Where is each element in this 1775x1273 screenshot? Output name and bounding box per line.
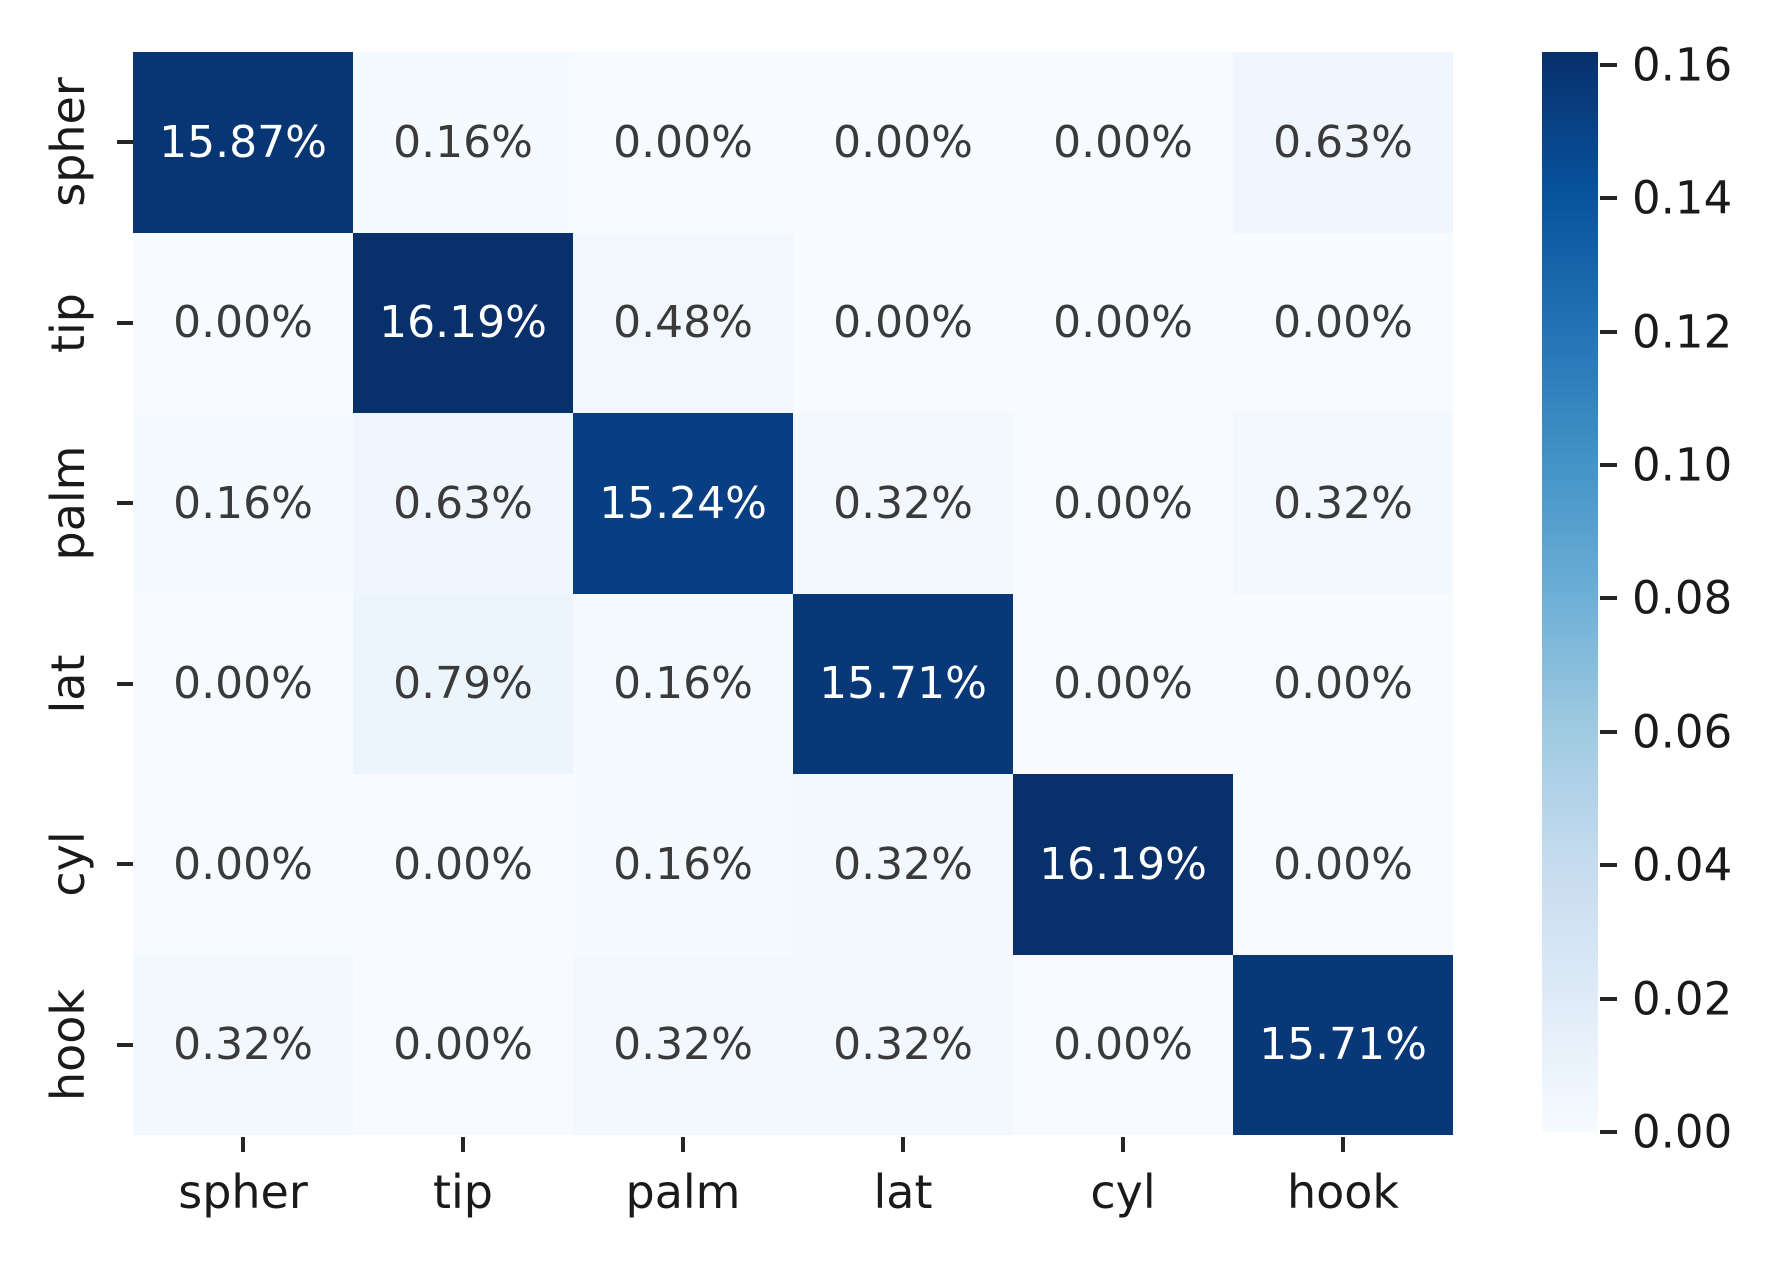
colorbar-tick-0.10 [1600,462,1617,467]
heatmap-cell-palm-palm: 15.24% [573,413,793,594]
heatmap-cell-palm-spher: 0.16% [133,413,353,594]
heatmap-cell-lat-spher: 0.00% [133,593,353,774]
colorbar-tick-0.02 [1600,996,1617,1001]
x-axis-label-spher: spher [178,1165,308,1219]
colorbar-tick-label-0.10: 0.10 [1632,438,1733,492]
y-tick-palm [117,501,133,506]
x-axis-label-palm: palm [625,1165,741,1219]
colorbar-tick-0.08 [1600,596,1617,601]
y-axis-label-palm: palm [41,445,95,561]
x-tick-hook [1341,1137,1345,1152]
colorbar [1542,52,1598,1132]
heatmap-cell-tip-lat: 0.00% [793,232,1013,413]
y-tick-hook [117,1042,133,1047]
heatmap-cell-lat-palm: 0.16% [573,593,793,774]
x-tick-spher [241,1137,245,1152]
colorbar-tick-label-0.08: 0.08 [1632,571,1733,625]
x-axis-label-tip: tip [432,1165,494,1219]
heatmap-cell-hook-tip: 0.00% [353,954,573,1135]
x-tick-tip [461,1137,465,1152]
heatmap-cell-tip-tip: 16.19% [353,232,573,413]
heatmap-cell-palm-hook: 0.32% [1233,413,1453,594]
heatmap-cell-hook-palm: 0.32% [573,954,793,1135]
x-axis-label-lat: lat [873,1165,933,1219]
colorbar-tick-label-0.00: 0.00 [1632,1105,1733,1159]
colorbar-tick-0.04 [1600,863,1617,868]
heatmap-cell-hook-hook: 15.71% [1233,954,1453,1135]
heatmap-cell-palm-cyl: 0.00% [1013,413,1233,594]
heatmap-cell-tip-hook: 0.00% [1233,232,1453,413]
y-axis-label-tip: tip [41,292,95,353]
y-tick-spher [117,140,133,145]
y-axis-label-hook: hook [41,988,95,1101]
heatmap-cell-cyl-tip: 0.00% [353,774,573,955]
y-axis-label-spher: spher [41,77,95,208]
x-axis-label-cyl: cyl [1090,1165,1156,1219]
colorbar-tick-label-0.14: 0.14 [1632,171,1733,225]
heatmap-cell-spher-tip: 0.16% [353,52,573,233]
heatmap-cell-hook-cyl: 0.00% [1013,954,1233,1135]
heatmap-cell-hook-lat: 0.32% [793,954,1013,1135]
heatmap-cell-cyl-lat: 0.32% [793,774,1013,955]
colorbar-tick-0.14 [1600,196,1617,201]
heatmap-cell-palm-lat: 0.32% [793,413,1013,594]
x-tick-cyl [1121,1137,1125,1152]
y-tick-lat [117,681,133,686]
colorbar-tick-0.16 [1600,62,1617,67]
colorbar-tick-label-0.02: 0.02 [1632,972,1733,1026]
colorbar-tick-0.12 [1600,329,1617,334]
heatmap-cell-spher-spher: 15.87% [133,52,353,233]
heatmap-cell-cyl-hook: 0.00% [1233,774,1453,955]
x-axis-label-hook: hook [1286,1165,1400,1219]
heatmap-cell-spher-lat: 0.00% [793,52,1013,233]
y-tick-tip [117,320,133,325]
heatmap-cell-cyl-spher: 0.00% [133,774,353,955]
colorbar-tick-label-0.06: 0.06 [1632,705,1733,759]
y-axis-label-lat: lat [41,654,95,714]
heatmap-cell-palm-tip: 0.63% [353,413,573,594]
y-axis-label-cyl: cyl [41,831,95,897]
heatmap-cell-lat-tip: 0.79% [353,593,573,774]
y-tick-cyl [117,862,133,867]
heatmap-cell-lat-lat: 15.71% [793,593,1013,774]
heatmap-cell-tip-palm: 0.48% [573,232,793,413]
heatmap-cell-spher-cyl: 0.00% [1013,52,1233,233]
heatmap-cell-cyl-cyl: 16.19% [1013,774,1233,955]
x-tick-lat [901,1137,905,1152]
colorbar-tick-label-0.12: 0.12 [1632,305,1733,358]
heatmap-cell-lat-hook: 0.00% [1233,593,1453,774]
colorbar-tick-0.06 [1600,729,1617,734]
colorbar-tick-label-0.04: 0.04 [1632,838,1733,892]
heatmap-cell-lat-cyl: 0.00% [1013,593,1233,774]
x-tick-palm [681,1137,685,1152]
heatmap-cell-hook-spher: 0.32% [133,954,353,1135]
heatmap-cell-cyl-palm: 0.16% [573,774,793,955]
heatmap-grid: 15.87% 0.16% 0.00% 0.00% 0.00% 0.63% 0.00% 16.1… [133,52,1453,1135]
heatmap-cell-spher-hook: 0.63% [1233,52,1453,233]
colorbar-tick-0.00 [1600,1130,1617,1134]
heatmap-cell-spher-palm: 0.00% [573,52,793,233]
heatmap-cell-tip-spher: 0.00% [133,232,353,413]
colorbar-tick-label-0.16: 0.16 [1632,38,1733,92]
heatmap-cell-tip-cyl: 0.00% [1013,232,1233,413]
